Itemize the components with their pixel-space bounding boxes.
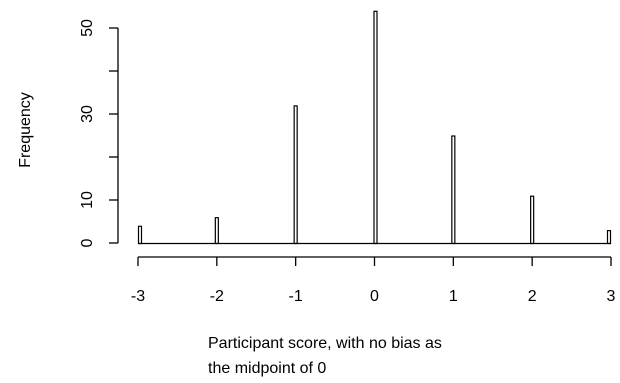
x-tick-label: 1	[449, 288, 458, 305]
x-tick-label: -2	[210, 288, 224, 305]
x-tick-label: -1	[289, 288, 303, 305]
x-axis-title-line-1: Participant score, with no bias as	[208, 335, 442, 352]
x-tick-label: 3	[607, 288, 616, 305]
bar-x-neg2	[214, 217, 219, 245]
y-tick-label: 50	[79, 19, 96, 37]
y-tick-label: 10	[79, 191, 96, 209]
y-axis-title: Frequency	[17, 92, 34, 168]
y-tick-label: 0	[79, 238, 96, 247]
x-tick-label: -3	[131, 288, 145, 305]
y-axis: 0 10 30 50	[79, 19, 119, 247]
bar-x-3	[606, 230, 612, 245]
x-axis: -3 -2 -1 0 1 2 3	[131, 256, 616, 305]
y-tick-label: 30	[79, 105, 96, 123]
bar-x-neg3	[137, 225, 143, 245]
x-tick-label: 0	[370, 288, 379, 305]
bar-x-1	[451, 135, 456, 245]
x-axis-title-line-2: the midpoint of 0	[208, 360, 326, 377]
bars-group	[137, 10, 612, 245]
bar-x-0	[373, 10, 378, 245]
bar-x-2	[530, 195, 535, 245]
bar-x-neg1	[293, 105, 298, 245]
x-tick-label: 2	[528, 288, 537, 305]
